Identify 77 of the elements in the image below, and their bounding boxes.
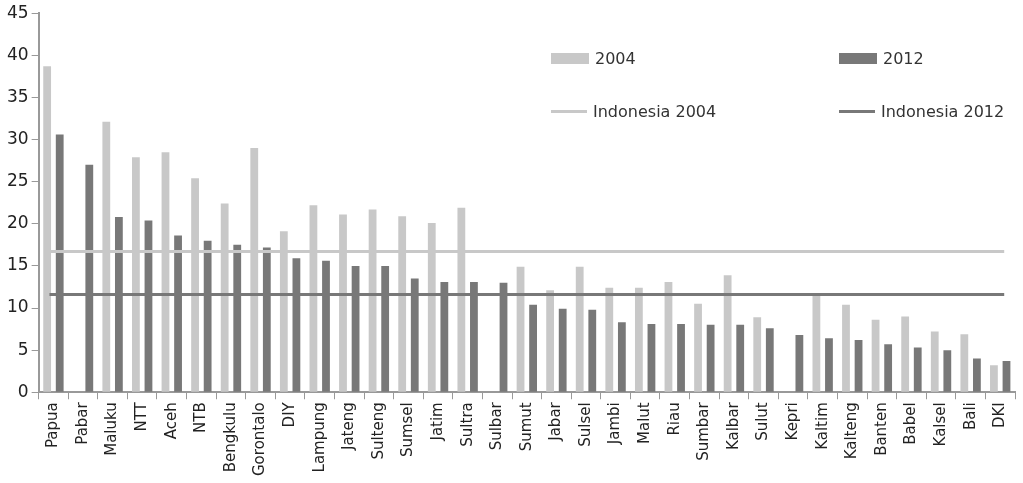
x-tick-label: Sulut [753, 402, 772, 441]
x-tick-label: Sumut [516, 402, 535, 452]
x-tick-label: Banten [871, 402, 890, 456]
bar [842, 304, 850, 392]
bar [575, 266, 584, 392]
bar [854, 340, 863, 392]
x-tick-label: Maluku [102, 402, 121, 456]
bar [694, 303, 702, 392]
x-tick-label: Malut [635, 402, 654, 444]
x-tick-label: Jabar [546, 401, 565, 442]
bar [871, 319, 880, 392]
x-tick-label: Aceh [161, 402, 180, 440]
y-tick-label: 30 [6, 127, 29, 148]
bar [647, 324, 656, 392]
bar [884, 344, 893, 392]
bar [558, 308, 567, 392]
x-tick-label: Sulsel [575, 402, 594, 447]
bar [753, 317, 762, 392]
bar [943, 350, 952, 392]
x-tick-label: DKI [990, 402, 1009, 429]
x-tick-label: NTT [132, 401, 151, 432]
bar [795, 334, 804, 392]
y-tick-label: 25 [6, 170, 29, 191]
bar [677, 324, 685, 392]
y-tick-label: 10 [6, 296, 29, 317]
bar [901, 316, 910, 392]
y-tick-label: 35 [6, 85, 29, 106]
x-tick-label: Kalsel [930, 402, 949, 447]
x-tick-label: Sultra [457, 402, 476, 447]
x-tick-label: DIY [280, 401, 299, 428]
y-tick-label: 45 [6, 1, 29, 22]
bar [529, 304, 537, 392]
legend-label: 2004 [595, 49, 636, 69]
y-tick-label: 0 [17, 380, 29, 401]
y-tick-label: 20 [6, 212, 29, 233]
y-tick-label: 40 [6, 43, 29, 64]
bar [990, 365, 998, 392]
x-tick-label: NTB [191, 402, 210, 433]
bar [960, 334, 969, 392]
x-tick-label: Kepri [782, 402, 801, 441]
bar [973, 358, 981, 392]
x-tick-label: Kaltim [812, 402, 831, 450]
x-tick-label: Kalteng [842, 402, 861, 460]
x-tick-label: Bali [960, 402, 979, 431]
x-tick-label: Sulteng [368, 402, 387, 460]
x-tick-label: Sumsel [398, 402, 417, 458]
x-tick-label: Babel [901, 402, 920, 445]
bar [546, 290, 555, 392]
bar [1002, 361, 1011, 392]
x-tick-label: Gorontalo [250, 402, 269, 477]
bar [617, 322, 626, 392]
x-tick-label: Pabar [72, 401, 91, 445]
x-tick-label: Jatim [427, 402, 446, 442]
bar [723, 275, 732, 392]
x-tick-label: Bengkulu [220, 402, 239, 473]
y-tick-label: 5 [17, 338, 29, 359]
legend-label: Indonesia 2004 [593, 102, 717, 122]
x-tick-label: Riau [664, 402, 683, 436]
y-tick-label: 15 [6, 254, 29, 275]
bar [825, 338, 833, 392]
x-tick-label: Jambi [605, 402, 624, 446]
bar [634, 287, 643, 392]
x-tick-label: Kalbar [723, 401, 742, 451]
x-tick-label: Sumbar [694, 401, 713, 461]
x-tick-label: Jateng [339, 402, 358, 452]
legend-label: 2012 [883, 49, 924, 69]
x-tick-label: Sulbar [487, 401, 506, 451]
x-tick-label: Lampung [309, 402, 328, 473]
bar [706, 324, 715, 392]
bar [736, 324, 745, 392]
bar [588, 309, 597, 392]
bar [765, 328, 774, 392]
legend-label: Indonesia 2012 [881, 102, 1005, 122]
bar [930, 331, 939, 392]
x-tick-label: Papua [43, 402, 62, 449]
bar [605, 287, 614, 392]
bar [913, 347, 922, 392]
